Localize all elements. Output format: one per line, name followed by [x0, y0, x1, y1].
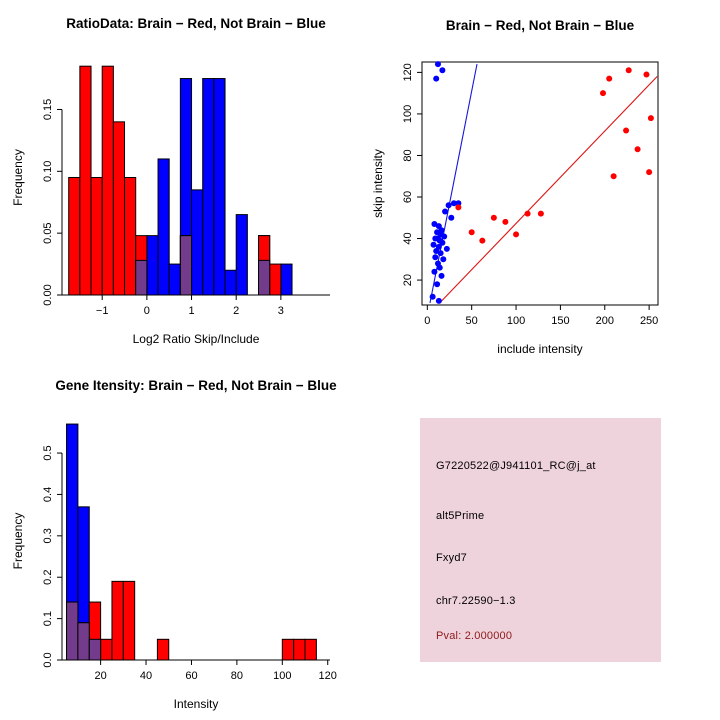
- plot-box: [421, 61, 659, 306]
- y-tick-label: 0.1: [42, 611, 54, 626]
- y-tick-label: 0.2: [42, 570, 54, 585]
- x-tick-label: 100: [507, 315, 525, 327]
- probe-id-text: G7220522@J941101_RC@j_at: [436, 460, 596, 472]
- y-tick-label: 0.4: [42, 487, 54, 502]
- x-tick-label: 100: [273, 670, 291, 682]
- y-tick-label: 40: [402, 232, 414, 244]
- x-tick-label: 80: [231, 670, 243, 682]
- y-tick-label: 0.10: [42, 161, 54, 182]
- y-tick-label: 80: [402, 149, 414, 161]
- y-tick-label: 0.5: [42, 445, 54, 460]
- y-axis-label: skip intensity: [371, 149, 385, 218]
- x-axis-label: include intensity: [497, 342, 582, 356]
- y-tick-label: 120: [402, 63, 414, 81]
- brain-fit-line: [439, 76, 658, 304]
- points-not-brain: [429, 61, 462, 304]
- x-tick-label: 20: [94, 670, 106, 682]
- y-tick-label: 0.3: [42, 528, 54, 543]
- x-tick-label: 120: [319, 670, 337, 682]
- y-tick-label: 0.05: [42, 222, 54, 243]
- bars-brain: [66, 580, 317, 661]
- y-tick-label: 100: [402, 105, 414, 123]
- y-tick-label: 20: [402, 274, 414, 286]
- info-box: G7220522@J941101_RC@j_at alt5Prime Fxyd7…: [420, 418, 661, 662]
- y-tick-label: 0.0: [42, 652, 54, 667]
- bars-overlap: [66, 601, 102, 661]
- pvalue-text: Pval: 2.000000: [436, 630, 513, 642]
- y-tick-label: 60: [402, 191, 414, 203]
- ratio-histogram-panel: RatioData: Brain − Red, Not Brain − Blue…: [11, 16, 330, 346]
- splice-event-type-text: alt5Prime: [436, 510, 485, 522]
- x-tick-label: 1: [188, 305, 194, 317]
- x-tick-label: 2: [233, 305, 239, 317]
- x-tick-label: 40: [140, 670, 152, 682]
- gene-symbol-text: Fxyd7: [436, 552, 467, 564]
- chart-title: Gene Itensity: Brain − Red, Not Brain − …: [55, 378, 337, 393]
- y-axis-label: Frequency: [11, 149, 25, 206]
- x-axis-label: Intensity: [174, 697, 219, 711]
- y-tick-label: 0.00: [42, 284, 54, 305]
- x-tick-label: 3: [278, 305, 284, 317]
- x-tick-label: 50: [466, 315, 478, 327]
- x-tick-label: 60: [185, 670, 197, 682]
- genomic-location-text: chr7.22590−1.3: [436, 595, 516, 607]
- x-axis-label: Log2 Ratio Skip/Include: [133, 332, 260, 346]
- x-tick-label: 200: [596, 315, 614, 327]
- y-tick-label: 0.15: [42, 99, 54, 120]
- intensity-scatter-content: Brain − Red, Not Brain − Blue include int…: [371, 18, 659, 356]
- x-tick-label: 150: [551, 315, 569, 327]
- x-tick-label: −1: [96, 305, 109, 317]
- y-axis-label: Frequency: [11, 513, 25, 570]
- bars-overlap: [135, 235, 271, 296]
- x-tick-label: 0: [144, 305, 150, 317]
- x-tick-label: 0: [424, 315, 430, 327]
- axes: [417, 71, 650, 310]
- points-brain: [455, 67, 654, 244]
- chart-title: RatioData: Brain − Red, Not Brain − Blue: [66, 16, 326, 31]
- x-tick-label: 250: [640, 315, 658, 327]
- ratio-hist-content: RatioData: Brain − Red, Not Brain − Blue…: [11, 16, 330, 346]
- gene-intensity-histogram-panel: Gene Itensity: Brain − Red, Not Brain − …: [11, 378, 337, 711]
- chart-title: Brain − Red, Not Brain − Blue: [446, 18, 635, 33]
- bars-brain: [68, 65, 282, 296]
- intensity-scatter-panel: Brain − Red, Not Brain − Blue include int…: [371, 18, 659, 356]
- gene-hist-content: Gene Itensity: Brain − Red, Not Brain − …: [11, 378, 337, 711]
